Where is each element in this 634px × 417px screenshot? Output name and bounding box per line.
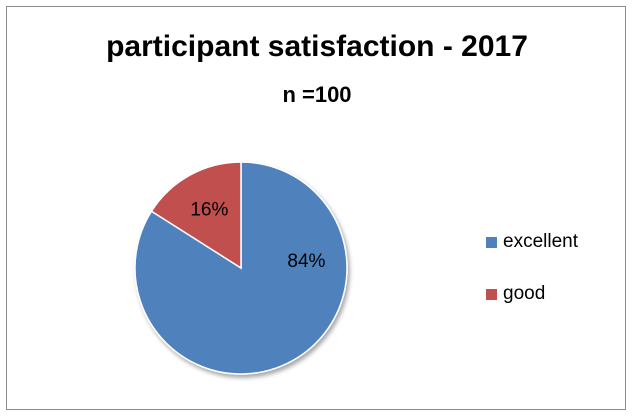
legend-swatch-good — [486, 288, 497, 300]
chart-legend: excellent good — [486, 230, 578, 334]
chart-subtitle: n =100 — [282, 82, 352, 107]
legend-label-excellent: excellent — [503, 231, 578, 252]
legend-item-excellent: excellent — [486, 230, 578, 254]
pie-slice-excellent — [134, 161, 348, 375]
legend-swatch-excellent — [486, 236, 497, 248]
legend-item-good: good — [486, 282, 578, 306]
data-label-good: 16% — [190, 199, 228, 220]
pie-slice-good — [150, 161, 242, 270]
chart-title: participant satisfaction - 2017 — [106, 30, 528, 63]
legend-label-good: good — [503, 283, 546, 304]
data-label-excellent: 84% — [287, 251, 325, 272]
